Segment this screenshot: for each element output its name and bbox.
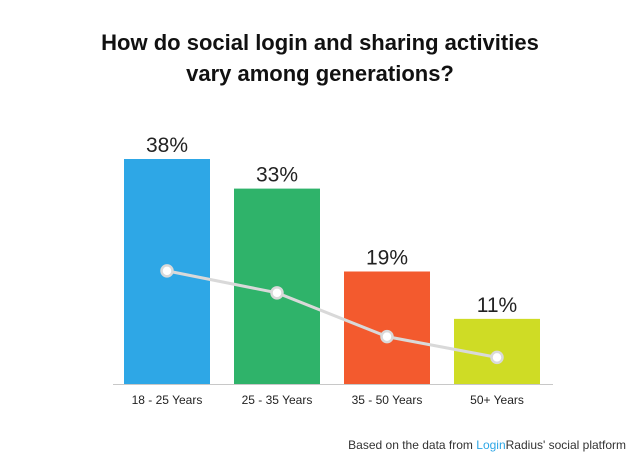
x-tick-label-3: 35 - 50 Years: [352, 393, 423, 407]
category-label-group: 18 - 25 Years 25 - 35 Years 35 - 50 Years 5…: [132, 393, 524, 407]
data-label-3: 19%: [366, 247, 408, 270]
bar-3: [344, 271, 430, 384]
trend-point-3: [380, 329, 394, 344]
data-label-4: 11%: [477, 294, 517, 317]
x-tick-label-1: 18 - 25 Years: [132, 393, 203, 407]
bar-group: [124, 159, 540, 384]
trend-point-1: [160, 264, 174, 278]
data-label-1: 38%: [146, 134, 188, 157]
data-label-2: 33%: [256, 164, 298, 187]
source-footnote: Based on the data from LoginRadius' soci…: [348, 438, 626, 452]
chart-title-line-1: How do social login and sharing activiti…: [101, 30, 539, 55]
x-tick-label-4: 50+ Years: [470, 393, 524, 407]
value-label-group: 38% 33% 19% 11%: [146, 134, 517, 317]
trend-point-2: [270, 286, 284, 300]
x-tick-label-2: 25 - 35 Years: [242, 393, 313, 407]
footnote-brand-login: Login: [476, 438, 505, 452]
footnote-brand-radius: Radius: [506, 438, 543, 452]
footnote-suffix: ' social platform: [543, 438, 626, 452]
trend-point-4: [490, 350, 504, 365]
footnote-prefix: Based on the data from: [348, 438, 476, 452]
chart-title-line-2: vary among generations?: [186, 61, 454, 86]
trend-line-group: [160, 264, 504, 365]
trend-line: [166, 269, 498, 359]
